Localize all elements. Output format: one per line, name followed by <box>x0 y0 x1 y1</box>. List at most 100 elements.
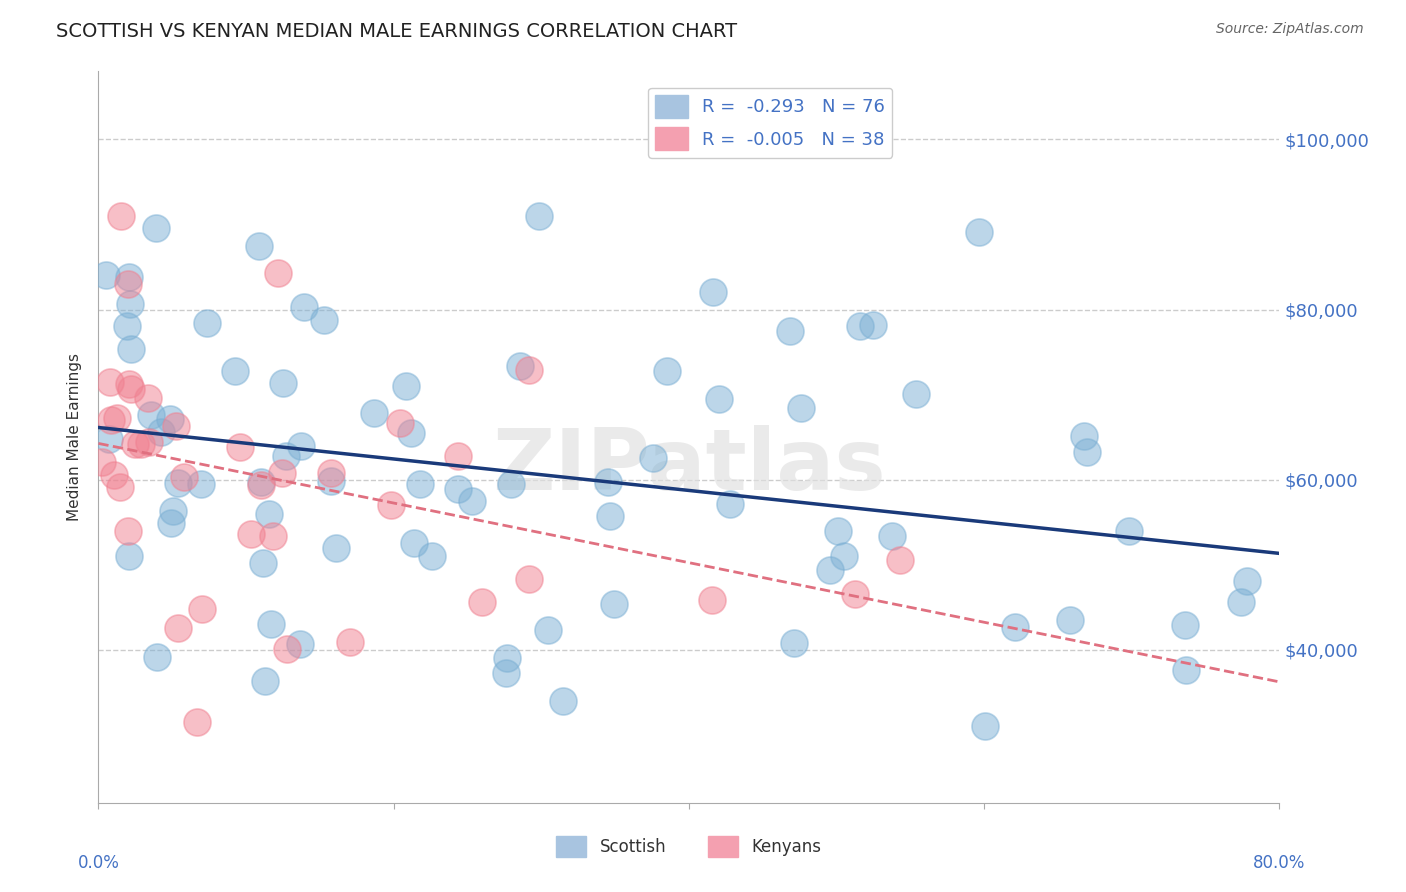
Point <box>117 524 139 538</box>
Point <box>276 450 298 464</box>
Point <box>266 266 288 280</box>
Text: 0.0%: 0.0% <box>77 854 120 872</box>
Point <box>718 497 741 511</box>
Point <box>224 363 246 377</box>
Point <box>325 541 347 555</box>
Point <box>98 376 121 390</box>
Point <box>260 616 283 631</box>
Text: Source: ZipAtlas.com: Source: ZipAtlas.com <box>1216 22 1364 37</box>
Point <box>105 411 128 425</box>
Point <box>146 650 169 665</box>
Point <box>96 268 118 283</box>
Point <box>517 572 540 586</box>
Point <box>905 387 928 401</box>
Point <box>239 526 262 541</box>
Point <box>1059 613 1081 627</box>
Point <box>103 468 125 483</box>
Point <box>446 449 468 463</box>
Point <box>115 319 138 334</box>
Point <box>288 637 311 651</box>
Point <box>229 441 252 455</box>
Point <box>120 297 142 311</box>
Point <box>339 635 361 649</box>
Point <box>527 209 550 223</box>
Point <box>880 529 903 543</box>
Point <box>273 376 295 390</box>
Point <box>1073 429 1095 443</box>
Point <box>250 478 273 492</box>
Point <box>290 438 312 452</box>
Point <box>190 476 212 491</box>
Point <box>141 408 163 422</box>
Point <box>120 342 142 356</box>
Point <box>257 507 280 521</box>
Point <box>447 482 470 496</box>
Point <box>388 416 411 430</box>
Point <box>967 225 990 239</box>
Point <box>117 549 139 563</box>
Point <box>1118 524 1140 538</box>
Point <box>117 277 139 291</box>
Point <box>537 623 560 637</box>
Point <box>138 435 160 450</box>
Point <box>789 401 811 415</box>
Point <box>160 516 183 531</box>
Point <box>1236 574 1258 588</box>
Y-axis label: Median Male Earnings: Median Male Earnings <box>67 353 83 521</box>
Text: ZIPatlas: ZIPatlas <box>492 425 886 508</box>
Point <box>395 379 418 393</box>
Text: 80.0%: 80.0% <box>1253 854 1306 872</box>
Point <box>247 239 270 253</box>
Point <box>136 392 159 406</box>
Point <box>118 269 141 284</box>
Point <box>820 562 842 576</box>
Point <box>655 364 678 378</box>
Point <box>129 437 152 451</box>
Point <box>162 504 184 518</box>
Point <box>1174 618 1197 632</box>
Point <box>363 405 385 419</box>
Point <box>110 209 132 223</box>
Point <box>167 621 190 635</box>
Point <box>108 480 131 494</box>
Point <box>276 642 298 657</box>
Point <box>844 587 866 601</box>
Point <box>1004 619 1026 633</box>
Point <box>402 536 425 550</box>
Point <box>319 466 342 480</box>
Point <box>150 425 173 440</box>
Point <box>1076 445 1098 459</box>
Point <box>97 432 120 446</box>
Point <box>195 317 218 331</box>
Point <box>551 694 574 708</box>
Point <box>399 426 422 441</box>
Legend: Scottish, Kenyans: Scottish, Kenyans <box>550 830 828 864</box>
Point <box>312 313 335 327</box>
Point <box>973 719 995 733</box>
Point <box>889 553 911 567</box>
Point <box>779 324 801 338</box>
Point <box>270 467 292 481</box>
Point <box>145 221 167 235</box>
Point <box>496 651 519 665</box>
Point <box>509 359 531 373</box>
Point <box>253 674 276 689</box>
Point <box>252 557 274 571</box>
Point <box>832 549 855 563</box>
Point <box>121 382 143 396</box>
Point <box>90 455 112 469</box>
Point <box>519 363 541 377</box>
Point <box>380 498 402 512</box>
Point <box>603 597 626 611</box>
Point <box>783 636 806 650</box>
Point <box>118 376 141 391</box>
Point <box>599 509 621 524</box>
Point <box>702 593 724 607</box>
Point <box>827 524 849 538</box>
Point <box>702 285 724 299</box>
Point <box>1230 595 1253 609</box>
Point <box>186 714 208 729</box>
Text: SCOTTISH VS KENYAN MEDIAN MALE EARNINGS CORRELATION CHART: SCOTTISH VS KENYAN MEDIAN MALE EARNINGS … <box>56 22 737 41</box>
Point <box>190 601 212 615</box>
Point <box>409 476 432 491</box>
